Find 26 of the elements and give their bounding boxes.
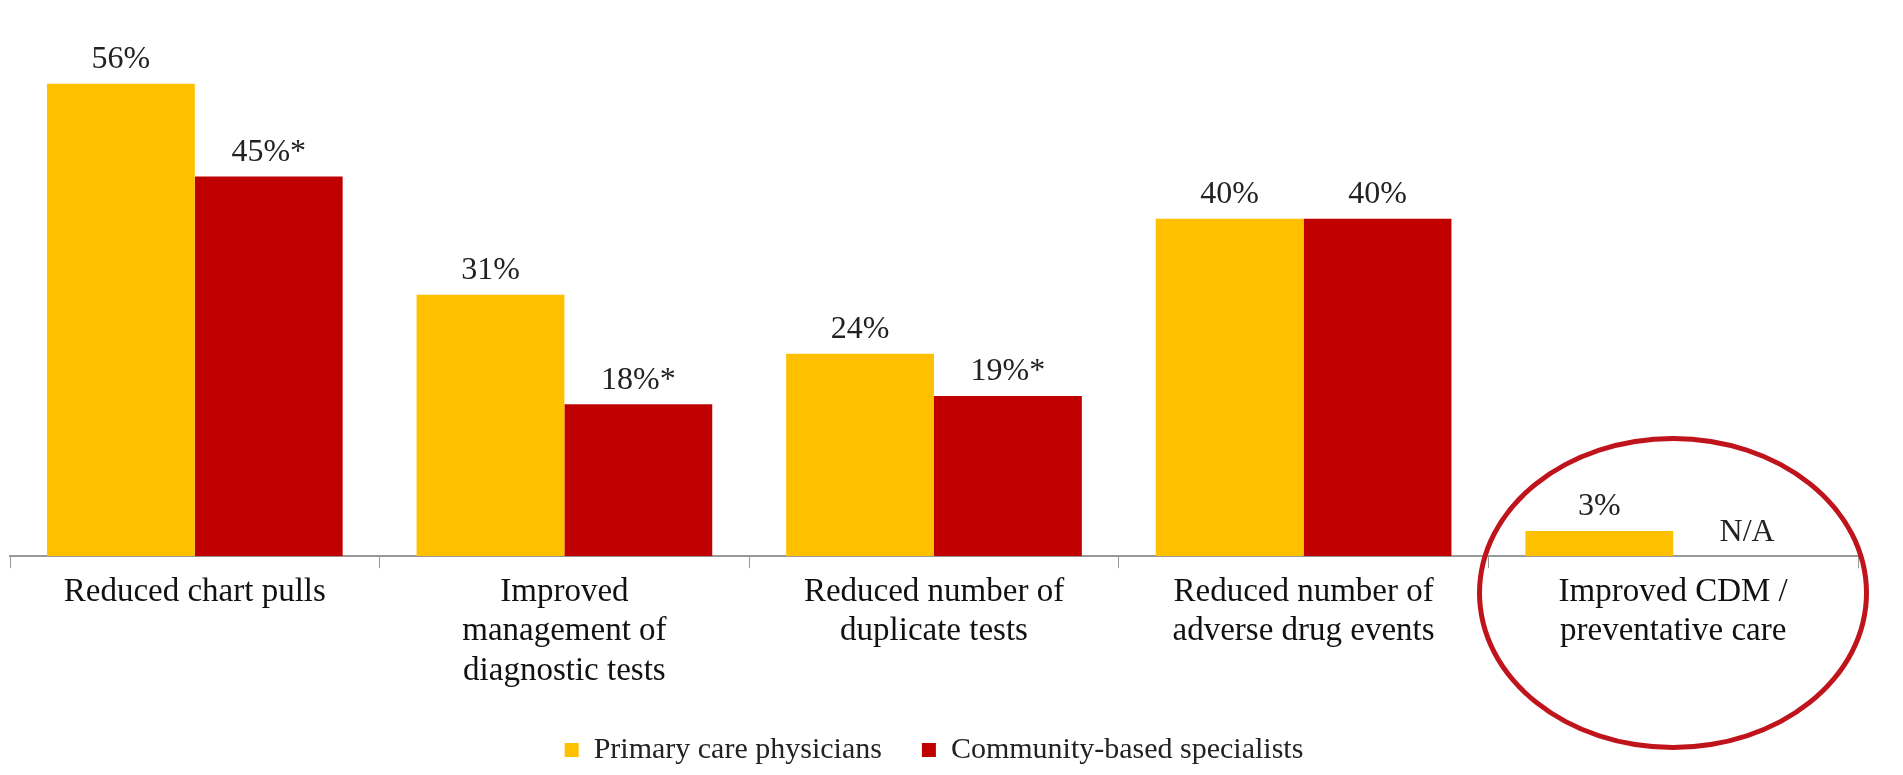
bar: [934, 395, 1082, 557]
legend-label: Primary care physicians: [593, 730, 882, 764]
bar: [416, 294, 565, 557]
data-label: 45%*: [231, 131, 307, 168]
bar: [46, 83, 195, 557]
data-label: 24%: [830, 309, 890, 346]
data-label: 31%: [461, 250, 520, 287]
bar: [1525, 530, 1674, 557]
x-tick-label: Reduced number of duplicate tests: [803, 571, 1065, 648]
bar: [1303, 218, 1452, 557]
data-label: 19%*: [970, 351, 1046, 388]
legend-label: Community-based specialists: [950, 730, 1304, 764]
data-label: 18%*: [600, 359, 676, 396]
bar: [194, 176, 343, 557]
data-label: 56%: [91, 39, 151, 76]
bar: [564, 404, 713, 557]
data-label: 3%: [1577, 486, 1621, 523]
x-tick-label: Improved management of diagnostic tests: [462, 571, 667, 687]
x-tick-label: Improved CDM / preventative care: [1558, 571, 1789, 648]
text: N/A: [1719, 511, 1775, 548]
data-label: 40%: [1348, 174, 1407, 211]
data-label: 40%: [1200, 174, 1260, 211]
bar: [1155, 218, 1304, 557]
x-tick-label: Reduced chart pulls: [63, 571, 326, 608]
bar: [786, 353, 934, 557]
x-tick-label: Reduced number of adverse drug events: [1172, 571, 1435, 648]
